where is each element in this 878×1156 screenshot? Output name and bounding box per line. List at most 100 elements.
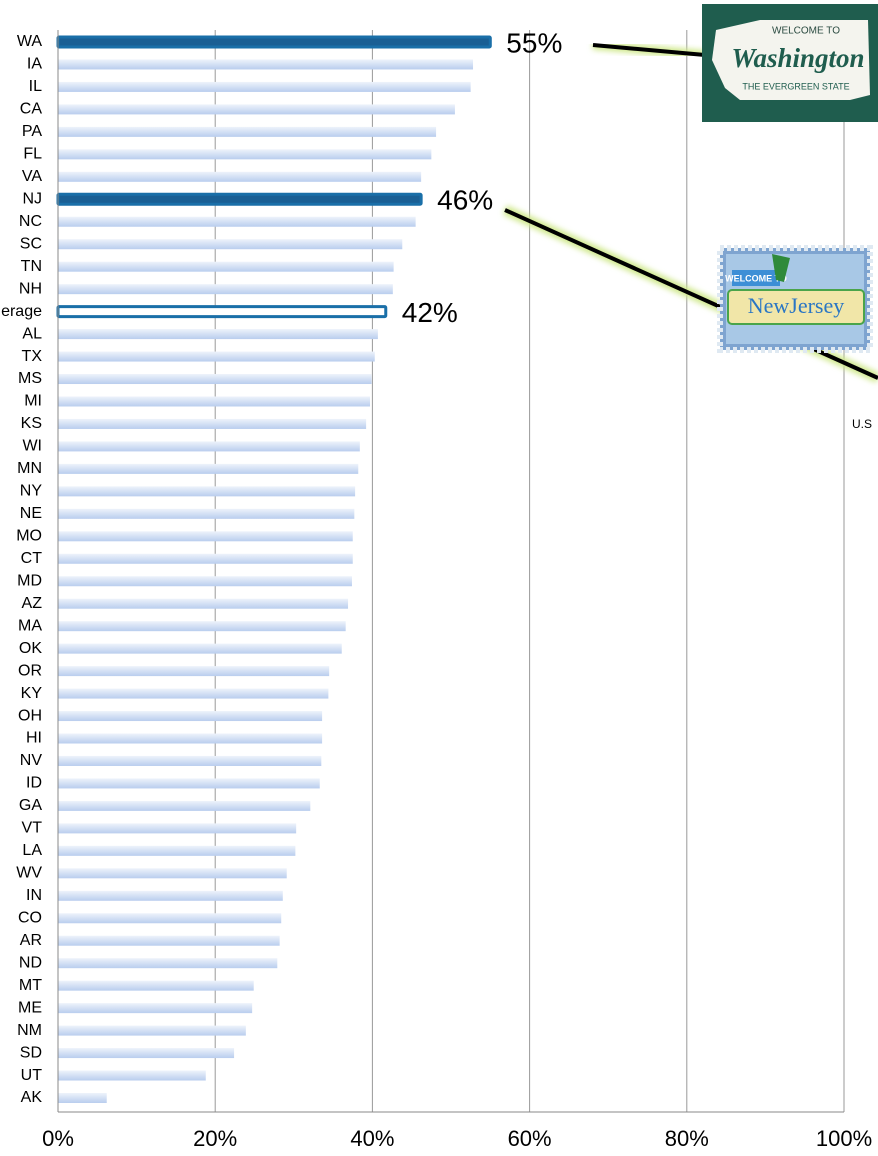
bar bbox=[58, 1048, 234, 1058]
y-tick-label: AR bbox=[20, 932, 42, 949]
y-tick-label: SD bbox=[20, 1044, 42, 1061]
bar bbox=[58, 958, 277, 968]
bar bbox=[58, 868, 287, 878]
y-tick-label: VT bbox=[22, 820, 43, 837]
y-tick-label: MT bbox=[19, 977, 42, 994]
bar bbox=[58, 891, 283, 901]
y-tick-label: NV bbox=[20, 752, 43, 769]
y-tick-label: OK bbox=[19, 640, 42, 657]
y-tick-label: CO bbox=[18, 909, 42, 926]
bar bbox=[58, 644, 342, 654]
y-tick-label: KY bbox=[21, 685, 43, 702]
y-tick-label: NJ bbox=[22, 190, 42, 207]
y-tick-label: AL bbox=[22, 325, 42, 342]
bar bbox=[58, 1093, 107, 1103]
bar bbox=[58, 172, 421, 182]
y-tick-label: MO bbox=[16, 528, 42, 545]
bar bbox=[58, 59, 473, 69]
bar bbox=[58, 846, 295, 856]
bar bbox=[58, 689, 328, 699]
x-tick-label: 20% bbox=[193, 1126, 237, 1151]
y-tick-label: TN bbox=[21, 258, 42, 275]
y-tick-label: GA bbox=[19, 797, 42, 814]
value-label: 55% bbox=[506, 27, 562, 58]
y-tick-label: IL bbox=[29, 78, 42, 95]
bar bbox=[58, 734, 322, 744]
y-tick-label: MA bbox=[18, 617, 42, 634]
y-tick-label: IN bbox=[26, 887, 42, 904]
bar bbox=[58, 711, 322, 721]
sign-text: Washington bbox=[731, 43, 864, 73]
bar bbox=[58, 396, 370, 406]
sign-text: THE EVERGREEN STATE bbox=[742, 81, 849, 91]
y-tick-label: AZ bbox=[22, 595, 43, 612]
y-tick-label: WI bbox=[22, 438, 42, 455]
washington-sign: WELCOME TO Washington THE EVERGREEN STAT… bbox=[702, 4, 878, 122]
y-tick-label: HI bbox=[26, 730, 42, 747]
x-tick-label: 100% bbox=[816, 1126, 872, 1151]
y-tick-label: LA bbox=[22, 842, 42, 859]
bar bbox=[58, 666, 329, 676]
bar bbox=[58, 419, 366, 429]
bar bbox=[58, 464, 358, 474]
y-tick-label: UT bbox=[21, 1067, 43, 1084]
y-tick-label: IA bbox=[27, 56, 42, 73]
bar bbox=[58, 329, 378, 339]
y-tick-label: ID bbox=[26, 775, 42, 792]
bar bbox=[58, 239, 402, 249]
bar bbox=[58, 778, 320, 788]
y-tick-label: KS bbox=[21, 415, 42, 432]
y-tick-label: FL bbox=[23, 146, 42, 163]
x-tick-label: 0% bbox=[42, 1126, 74, 1151]
y-tick-label: WA bbox=[17, 33, 43, 50]
y-tick-label: CA bbox=[20, 101, 43, 118]
y-tick-label: WV bbox=[16, 865, 42, 882]
y-tick-label: MN bbox=[17, 460, 42, 477]
y-tick-label: CT bbox=[21, 550, 43, 567]
y-tick-label: ME bbox=[18, 999, 42, 1016]
y-tick-label: TX bbox=[22, 348, 43, 365]
y-tick-label: MS bbox=[18, 370, 42, 387]
bar bbox=[58, 352, 375, 362]
bar bbox=[58, 599, 348, 609]
y-tick-label: VA bbox=[22, 168, 42, 185]
bar bbox=[58, 936, 280, 946]
bar bbox=[58, 823, 296, 833]
bar bbox=[58, 374, 372, 384]
cropped-label: U.S bbox=[852, 417, 872, 431]
bar bbox=[58, 1026, 246, 1036]
bar bbox=[58, 756, 321, 766]
chart: WELCOME TO Washington THE EVERGREEN STAT… bbox=[0, 0, 878, 1156]
bar bbox=[58, 104, 455, 114]
bar bbox=[58, 217, 416, 227]
new-jersey-sign: WELCOME TO NewJersey bbox=[720, 248, 870, 350]
y-tick-label: MD bbox=[17, 572, 42, 589]
y-tick-label: NE bbox=[20, 505, 42, 522]
bar bbox=[58, 82, 471, 92]
bar bbox=[58, 441, 360, 451]
bar bbox=[58, 262, 394, 272]
bar bbox=[58, 194, 421, 204]
value-label: 46% bbox=[437, 185, 493, 216]
y-tick-label: PA bbox=[22, 123, 42, 140]
y-tick-label: NH bbox=[19, 280, 42, 297]
bar bbox=[58, 486, 355, 496]
bar bbox=[58, 801, 310, 811]
bar bbox=[58, 284, 393, 294]
y-tick-label: erage bbox=[1, 303, 42, 320]
y-tick-label: NC bbox=[19, 213, 42, 230]
bar bbox=[58, 509, 354, 519]
bar bbox=[58, 554, 353, 564]
bar bbox=[58, 1071, 206, 1081]
sign-text: WELCOME TO bbox=[772, 26, 840, 37]
y-tick-label: SC bbox=[20, 235, 42, 252]
bar bbox=[58, 981, 254, 991]
bar bbox=[58, 1003, 252, 1013]
bar bbox=[58, 307, 386, 317]
y-tick-label: ND bbox=[19, 954, 42, 971]
y-tick-label: OR bbox=[18, 662, 42, 679]
y-tick-label: NM bbox=[17, 1022, 42, 1039]
y-tick-label: NY bbox=[20, 483, 43, 500]
y-tick-label: OH bbox=[18, 707, 42, 724]
sign-text: NewJersey bbox=[748, 293, 845, 318]
